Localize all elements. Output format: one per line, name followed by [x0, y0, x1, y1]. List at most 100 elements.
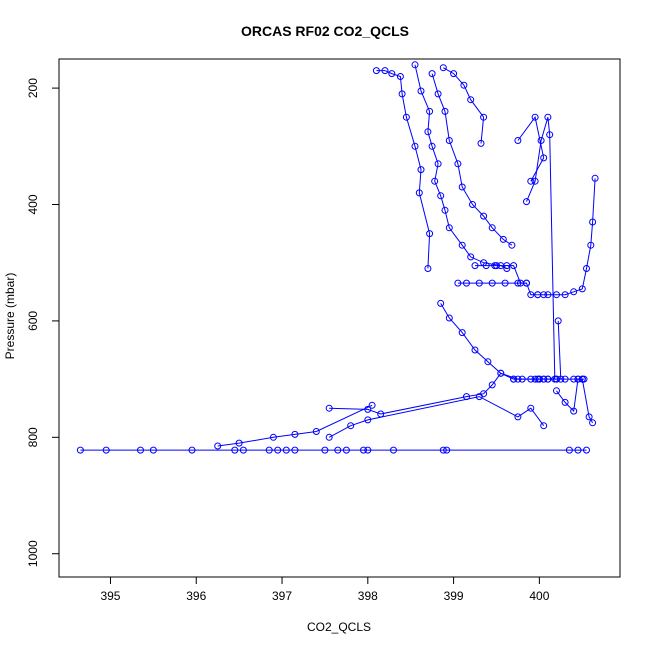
data-point	[523, 279, 530, 287]
data-point	[368, 401, 376, 409]
series-1	[411, 61, 511, 272]
data-point	[537, 137, 545, 144]
data-point	[325, 433, 333, 441]
series-15	[76, 446, 590, 454]
data-point	[484, 358, 492, 366]
series-line	[328, 396, 545, 438]
data-point	[372, 67, 380, 75]
data-point	[428, 70, 436, 78]
data-point	[544, 113, 552, 121]
data-point	[501, 279, 509, 287]
data-point	[589, 419, 597, 427]
data-point	[514, 413, 522, 421]
data-point	[540, 291, 548, 299]
series-8	[534, 174, 599, 299]
data-point	[417, 166, 425, 174]
data-point	[231, 446, 239, 454]
y-tick-label: 800	[26, 427, 40, 447]
data-point	[578, 285, 586, 293]
data-point	[510, 262, 518, 270]
x-tick-label: 400	[529, 589, 549, 603]
data-point	[544, 375, 552, 383]
data-point	[396, 73, 404, 80]
data-point	[535, 375, 543, 383]
data-point	[471, 262, 479, 270]
series-line	[443, 67, 485, 144]
data-point	[475, 393, 483, 401]
data-point	[570, 407, 578, 415]
data-point	[441, 107, 449, 115]
series-line	[376, 70, 431, 269]
data-point	[460, 81, 468, 89]
data-point	[561, 398, 569, 406]
data-point	[585, 413, 593, 421]
chart-title: ORCAS RF02 CO2_QCLS	[241, 23, 409, 39]
data-point	[488, 381, 496, 389]
data-point	[137, 446, 144, 454]
series-16	[514, 113, 548, 185]
data-point	[431, 177, 439, 185]
x-axis: 395 396 397 398 399 400	[100, 577, 550, 603]
data-point	[239, 446, 247, 454]
data-point	[437, 299, 445, 307]
data-point	[388, 70, 396, 78]
series-4	[439, 64, 488, 147]
data-point	[591, 174, 599, 182]
data-point	[274, 446, 282, 454]
series-line	[329, 372, 540, 415]
x-axis-label: CO2_QCLS	[307, 620, 371, 634]
series-12	[325, 369, 543, 418]
data-point	[480, 113, 488, 121]
plot-content	[76, 61, 599, 454]
data-point	[454, 279, 462, 287]
data-point	[554, 317, 562, 325]
data-point	[269, 433, 277, 441]
y-tick-label: 1000	[26, 540, 40, 567]
data-point	[565, 446, 573, 454]
data-point	[499, 235, 507, 243]
data-point	[450, 70, 458, 78]
data-point	[149, 446, 157, 454]
series-3	[428, 70, 516, 249]
data-point	[587, 241, 595, 249]
data-point	[578, 375, 586, 383]
data-point	[390, 446, 397, 454]
data-point	[321, 446, 329, 454]
data-point	[540, 375, 548, 383]
data-point	[467, 96, 475, 104]
data-point	[531, 177, 539, 185]
data-point	[454, 160, 462, 168]
data-point	[439, 446, 447, 454]
data-point	[482, 262, 490, 270]
data-point	[475, 279, 483, 287]
data-point	[334, 446, 342, 454]
data-point	[570, 375, 578, 383]
data-point	[574, 375, 582, 383]
series-line	[414, 64, 508, 269]
data-point	[527, 404, 535, 412]
x-tick-label: 399	[444, 589, 464, 603]
data-point	[443, 446, 451, 454]
series-6	[454, 279, 530, 287]
data-point	[76, 446, 84, 454]
data-point	[551, 375, 559, 383]
series-line	[431, 73, 513, 246]
data-point	[325, 404, 333, 412]
data-point	[488, 224, 496, 232]
data-point	[527, 291, 535, 299]
data-point	[570, 288, 578, 296]
data-point	[415, 189, 423, 197]
plot-area	[58, 58, 621, 578]
y-tick-label: 200	[26, 78, 40, 98]
data-point	[493, 262, 500, 270]
data-point	[514, 279, 522, 287]
data-point	[561, 291, 569, 299]
data-point	[540, 154, 548, 162]
y-tick-label: 400	[26, 194, 40, 214]
data-point	[312, 428, 320, 435]
data-point	[469, 201, 476, 208]
data-point	[347, 422, 355, 430]
data-point	[480, 212, 488, 220]
data-point	[434, 160, 442, 168]
